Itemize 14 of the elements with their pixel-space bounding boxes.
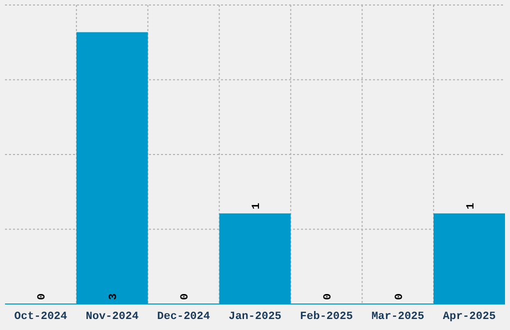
data-label: 0	[180, 293, 192, 300]
x-tick-label: Jan-2025	[228, 310, 282, 323]
x-tick-label: Dec-2024	[157, 310, 210, 323]
data-label: 1	[465, 202, 478, 210]
data-label: 0	[322, 293, 334, 300]
x-tick-label: Oct-2024	[14, 310, 68, 323]
data-label: 0	[394, 293, 406, 300]
x-tick-label: Mar-2025	[371, 310, 425, 323]
x-tick-label: Nov-2024	[86, 310, 139, 323]
x-tick-label: Feb-2025	[300, 310, 354, 323]
data-label: 1	[251, 202, 263, 210]
x-tick-label: Apr-2025	[442, 310, 496, 323]
data-label: 3	[108, 293, 120, 300]
data-label: 0	[36, 293, 49, 300]
